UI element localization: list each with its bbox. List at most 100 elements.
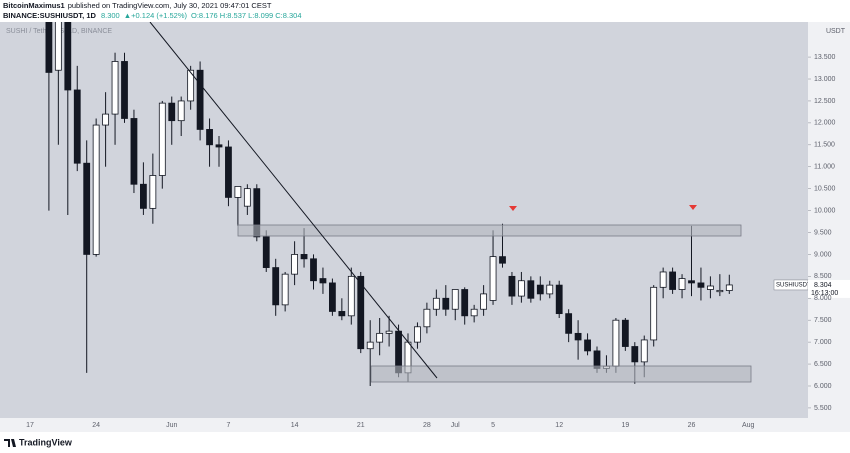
candle-body: [716, 289, 724, 293]
plot-area: [0, 22, 808, 418]
candle-body: [432, 297, 440, 310]
candle-body: [565, 313, 573, 334]
x-tick-label: 19: [621, 422, 629, 429]
candle-body: [725, 284, 733, 291]
candle-body: [177, 100, 185, 122]
y-tick-label: 11.000: [814, 164, 835, 171]
candle-body: [111, 61, 119, 115]
arrow-marker: [689, 205, 697, 210]
x-tick-label: Aug: [742, 422, 755, 429]
y-tick-label: 5.500: [814, 405, 832, 412]
candle-body: [414, 326, 421, 343]
x-tick-label: 24: [92, 422, 100, 429]
candle-body: [376, 332, 384, 343]
price-tag-value: 8.304: [814, 282, 832, 289]
candle-body: [168, 102, 176, 122]
candle-body: [659, 271, 667, 288]
x-tick-label: 17: [26, 422, 34, 429]
x-tick-label: 14: [291, 422, 299, 429]
y-tick-label: 7.000: [814, 339, 832, 346]
y-tick-label: 13.500: [814, 54, 836, 61]
support-zone: [370, 365, 752, 383]
x-tick-label: 5: [491, 422, 495, 429]
y-tick-label: 13.000: [814, 76, 836, 83]
y-tick-label: 10.500: [814, 185, 836, 192]
candle-body: [574, 332, 582, 341]
candle-body: [45, 22, 53, 73]
candle-body: [518, 280, 525, 297]
candle-body: [451, 289, 459, 310]
x-tick-label: 21: [357, 422, 365, 429]
y-tick-label: 12.500: [814, 98, 836, 105]
y-tick-label: 9.000: [814, 251, 832, 258]
x-tick-label: 26: [688, 422, 696, 429]
candle-body: [442, 297, 450, 310]
candle-body: [215, 144, 223, 148]
y-tick-label: 8.500: [814, 273, 832, 280]
price-axis-panel: [808, 22, 850, 432]
candle-body: [225, 146, 232, 198]
candle-body: [385, 330, 393, 334]
time-axis-panel: [0, 418, 808, 432]
candle-body: [338, 311, 346, 317]
candle-body: [253, 188, 261, 238]
candle-body: [158, 102, 166, 176]
arrow-marker: [509, 206, 517, 211]
y-tick-label: 12.000: [814, 120, 836, 127]
published: published on TradingView.com, July 30, 2…: [68, 1, 272, 10]
candle-body: [319, 278, 327, 284]
x-tick-label: 7: [226, 422, 230, 429]
candle-body: [187, 69, 195, 102]
candle-body: [54, 22, 62, 71]
candle-body: [461, 289, 469, 317]
candle-body: [92, 124, 100, 255]
candle-body: [357, 275, 365, 350]
footer-brand: TradingView: [19, 437, 73, 447]
candle-body: [206, 129, 213, 146]
candle-body: [83, 162, 91, 255]
candle-body: [584, 339, 591, 352]
logo-icon: [4, 439, 16, 447]
candle-body: [669, 271, 676, 290]
footer-logo: TradingView: [4, 437, 73, 447]
y-axis-label: USDT: [826, 28, 846, 35]
y-tick-label: 10.000: [814, 207, 836, 214]
y-tick-label: 8.000: [814, 295, 832, 302]
candle-body: [480, 293, 488, 310]
candle-body: [470, 308, 478, 317]
candle-body: [423, 308, 431, 328]
marks: [45, 22, 733, 386]
change: ▲+0.124 (+1.52%): [124, 11, 188, 20]
candle-body: [621, 319, 629, 347]
y-tick-label: 6.500: [814, 361, 832, 368]
candle-body: [489, 256, 497, 301]
candle-body: [328, 282, 336, 312]
candle-body: [300, 254, 308, 260]
y-tick-label: 9.500: [814, 229, 832, 236]
y-tick-label: 11.500: [814, 142, 835, 149]
candle-body: [73, 89, 81, 164]
last-price: 8.300: [101, 11, 120, 20]
candle-body: [555, 284, 563, 315]
candle-body: [707, 285, 714, 290]
candle-body: [234, 186, 242, 198]
candle-body: [631, 346, 639, 363]
trend-line: [149, 22, 438, 379]
header-line-1: BitcoinMaximus1 published on TradingView.…: [3, 1, 272, 10]
candle-body: [688, 280, 695, 284]
candle-body: [347, 275, 355, 317]
candle-body: [640, 339, 648, 363]
candle-body: [262, 236, 270, 268]
candle-body: [243, 188, 251, 207]
ohlc: O:8.176 H:8.537 L:8.099 C:8.304: [191, 11, 302, 20]
candle-body: [64, 22, 72, 91]
candle-body: [508, 275, 516, 297]
symbol-tag: SUSHIUSDT: [776, 283, 811, 289]
candle-body: [499, 256, 506, 264]
candle-body: [527, 280, 535, 299]
candle-body: [536, 284, 544, 295]
author: BitcoinMaximus1: [3, 1, 65, 10]
